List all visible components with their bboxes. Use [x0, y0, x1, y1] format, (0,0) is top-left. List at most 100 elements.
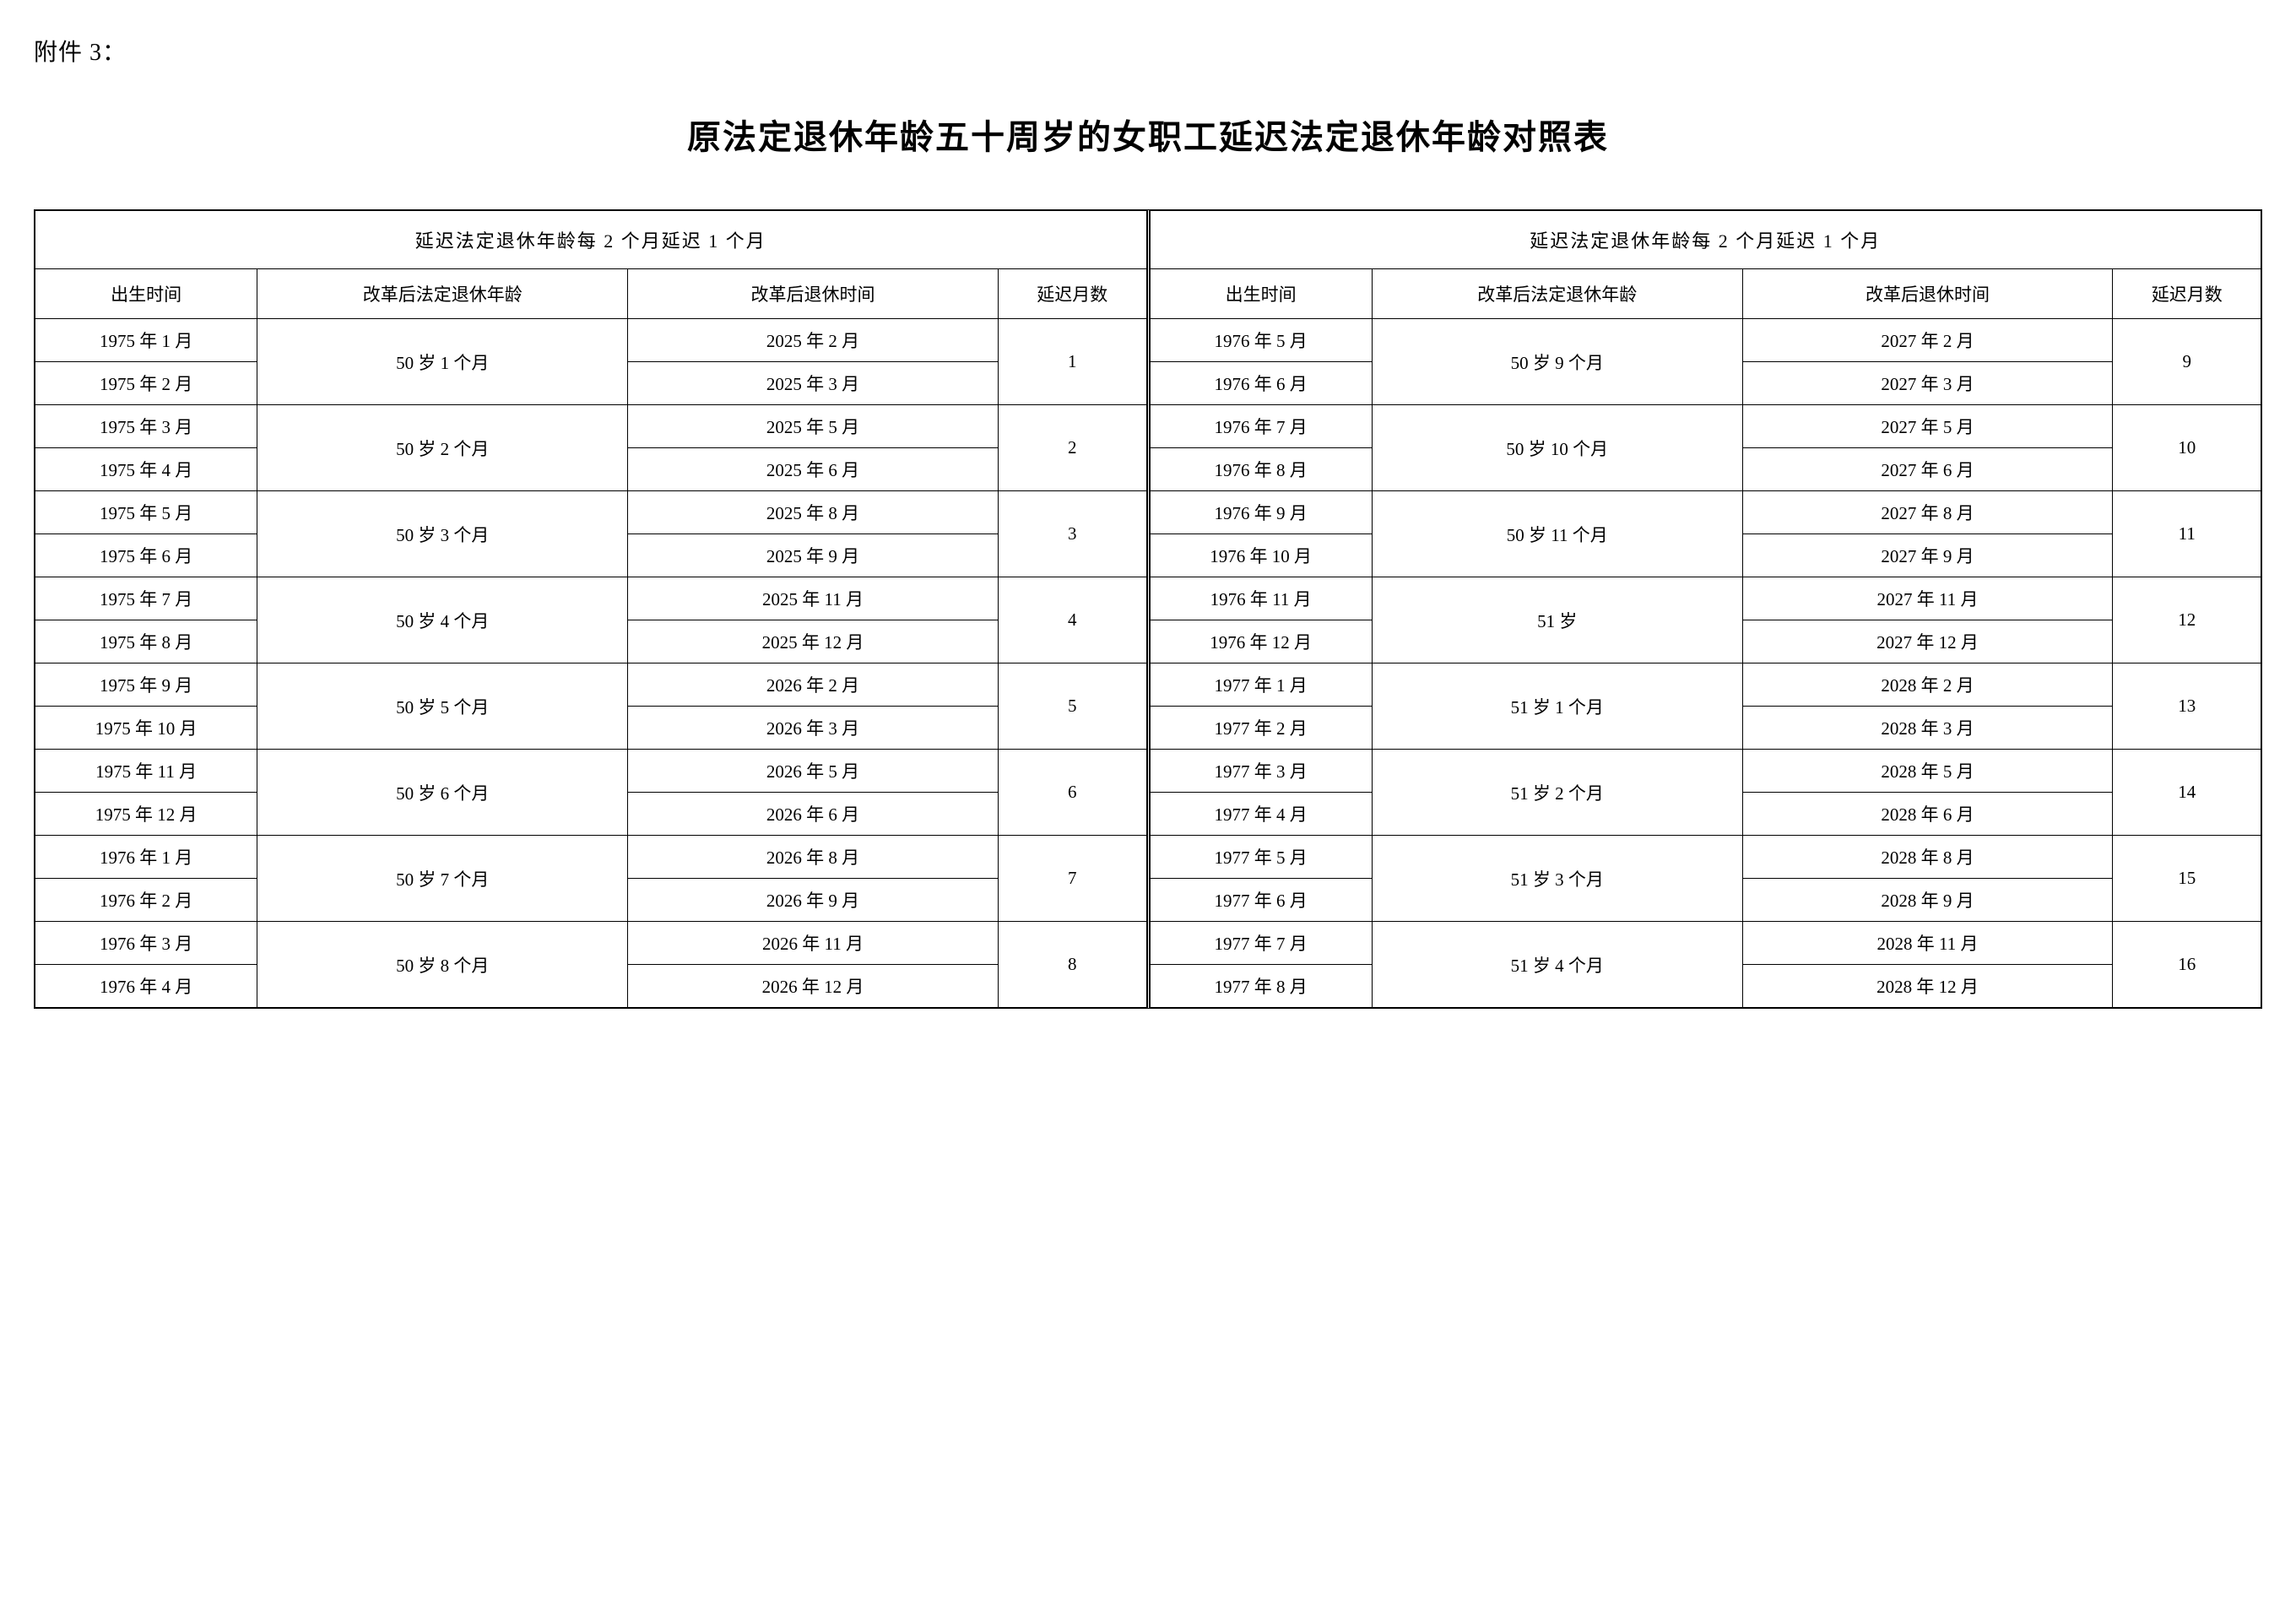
cell-age: 51 岁 2 个月 — [1372, 750, 1742, 836]
table-row: 延迟法定退休年龄每 2 个月延迟 1 个月 — [1150, 211, 2261, 269]
cell-retire: 2027 年 2 月 — [1742, 319, 2113, 362]
cell-birth: 1977 年 8 月 — [1150, 965, 1372, 1008]
cell-age: 50 岁 10 个月 — [1372, 405, 1742, 491]
cell-age: 50 岁 8 个月 — [257, 922, 628, 1008]
table-row: 1976 年 5 月50 岁 9 个月2027 年 2 月9 — [1150, 319, 2261, 362]
cell-retire: 2026 年 3 月 — [628, 707, 999, 750]
cell-birth: 1975 年 4 月 — [35, 448, 257, 491]
cell-retire: 2025 年 6 月 — [628, 448, 999, 491]
cell-delay: 12 — [2113, 577, 2261, 663]
cell-birth: 1976 年 7 月 — [1150, 405, 1372, 448]
cell-birth: 1975 年 11 月 — [35, 750, 257, 793]
cell-birth: 1975 年 6 月 — [35, 534, 257, 577]
cell-birth: 1975 年 1 月 — [35, 319, 257, 362]
cell-retire: 2027 年 11 月 — [1742, 577, 2113, 620]
table-row: 1976 年 7 月50 岁 10 个月2027 年 5 月10 — [1150, 405, 2261, 448]
cell-retire: 2028 年 5 月 — [1742, 750, 2113, 793]
col-retire: 改革后退休时间 — [628, 269, 999, 319]
cell-delay: 13 — [2113, 663, 2261, 750]
cell-birth: 1975 年 10 月 — [35, 707, 257, 750]
table-left: 延迟法定退休年龄每 2 个月延迟 1 个月 出生时间 改革后法定退休年龄 改革后… — [35, 210, 1147, 1008]
cell-retire: 2027 年 3 月 — [1742, 362, 2113, 405]
table-right: 延迟法定退休年龄每 2 个月延迟 1 个月 出生时间 改革后法定退休年龄 改革后… — [1150, 210, 2262, 1008]
cell-age: 51 岁 4 个月 — [1372, 922, 1742, 1008]
cell-birth: 1975 年 2 月 — [35, 362, 257, 405]
cell-delay: 7 — [998, 836, 1146, 922]
cell-retire: 2027 年 5 月 — [1742, 405, 2113, 448]
cell-retire: 2028 年 12 月 — [1742, 965, 2113, 1008]
cell-age: 50 岁 4 个月 — [257, 577, 628, 663]
cell-delay: 10 — [2113, 405, 2261, 491]
cell-birth: 1976 年 8 月 — [1150, 448, 1372, 491]
group-header-right: 延迟法定退休年龄每 2 个月延迟 1 个月 — [1150, 211, 2261, 269]
cell-delay: 1 — [998, 319, 1146, 405]
cell-retire: 2026 年 8 月 — [628, 836, 999, 879]
cell-birth: 1975 年 7 月 — [35, 577, 257, 620]
cell-delay: 4 — [998, 577, 1146, 663]
cell-age: 51 岁 1 个月 — [1372, 663, 1742, 750]
table-row: 1975 年 11 月50 岁 6 个月2026 年 5 月6 — [35, 750, 1147, 793]
cell-retire: 2025 年 5 月 — [628, 405, 999, 448]
table-row: 出生时间 改革后法定退休年龄 改革后退休时间 延迟月数 — [35, 269, 1147, 319]
col-birth: 出生时间 — [1150, 269, 1372, 319]
table-row: 1977 年 1 月51 岁 1 个月2028 年 2 月13 — [1150, 663, 2261, 707]
col-age: 改革后法定退休年龄 — [257, 269, 628, 319]
cell-birth: 1976 年 3 月 — [35, 922, 257, 965]
cell-retire: 2027 年 9 月 — [1742, 534, 2113, 577]
cell-birth: 1975 年 9 月 — [35, 663, 257, 707]
table-row: 1975 年 7 月50 岁 4 个月2025 年 11 月4 — [35, 577, 1147, 620]
cell-retire: 2026 年 5 月 — [628, 750, 999, 793]
col-delay: 延迟月数 — [998, 269, 1146, 319]
cell-delay: 9 — [2113, 319, 2261, 405]
cell-retire: 2028 年 8 月 — [1742, 836, 2113, 879]
cell-delay: 8 — [998, 922, 1146, 1008]
cell-birth: 1976 年 1 月 — [35, 836, 257, 879]
cell-retire: 2025 年 8 月 — [628, 491, 999, 534]
table-row: 1975 年 9 月50 岁 5 个月2026 年 2 月5 — [35, 663, 1147, 707]
table-row: 1975 年 3 月50 岁 2 个月2025 年 5 月2 — [35, 405, 1147, 448]
cell-retire: 2028 年 2 月 — [1742, 663, 2113, 707]
cell-retire: 2028 年 6 月 — [1742, 793, 2113, 836]
cell-retire: 2026 年 11 月 — [628, 922, 999, 965]
cell-age: 50 岁 5 个月 — [257, 663, 628, 750]
cell-age: 50 岁 6 个月 — [257, 750, 628, 836]
cell-retire: 2027 年 12 月 — [1742, 620, 2113, 663]
col-age: 改革后法定退休年龄 — [1372, 269, 1742, 319]
cell-birth: 1977 年 1 月 — [1150, 663, 1372, 707]
table-row: 1976 年 3 月50 岁 8 个月2026 年 11 月8 — [35, 922, 1147, 965]
cell-birth: 1975 年 5 月 — [35, 491, 257, 534]
col-birth: 出生时间 — [35, 269, 257, 319]
cell-retire: 2028 年 11 月 — [1742, 922, 2113, 965]
cell-birth: 1976 年 2 月 — [35, 879, 257, 922]
table-row: 1975 年 1 月50 岁 1 个月2025 年 2 月1 — [35, 319, 1147, 362]
cell-delay: 14 — [2113, 750, 2261, 836]
cell-retire: 2028 年 3 月 — [1742, 707, 2113, 750]
cell-delay: 6 — [998, 750, 1146, 836]
cell-retire: 2025 年 2 月 — [628, 319, 999, 362]
group-header-left: 延迟法定退休年龄每 2 个月延迟 1 个月 — [35, 211, 1147, 269]
table-row: 出生时间 改革后法定退休年龄 改革后退休时间 延迟月数 — [1150, 269, 2261, 319]
cell-retire: 2026 年 2 月 — [628, 663, 999, 707]
page-title: 原法定退休年龄五十周岁的女职工延迟法定退休年龄对照表 — [34, 110, 2262, 159]
attachment-label: 附件 3： — [34, 34, 2262, 68]
cell-birth: 1977 年 2 月 — [1150, 707, 1372, 750]
table-row: 1977 年 3 月51 岁 2 个月2028 年 5 月14 — [1150, 750, 2261, 793]
cell-age: 50 岁 2 个月 — [257, 405, 628, 491]
cell-retire: 2028 年 9 月 — [1742, 879, 2113, 922]
cell-age: 51 岁 — [1372, 577, 1742, 663]
cell-retire: 2025 年 3 月 — [628, 362, 999, 405]
table-row: 延迟法定退休年龄每 2 个月延迟 1 个月 — [35, 211, 1147, 269]
table-row: 1976 年 1 月50 岁 7 个月2026 年 8 月7 — [35, 836, 1147, 879]
cell-birth: 1976 年 5 月 — [1150, 319, 1372, 362]
col-retire: 改革后退休时间 — [1742, 269, 2113, 319]
cell-retire: 2026 年 6 月 — [628, 793, 999, 836]
cell-age: 50 岁 3 个月 — [257, 491, 628, 577]
cell-birth: 1976 年 11 月 — [1150, 577, 1372, 620]
cell-birth: 1977 年 4 月 — [1150, 793, 1372, 836]
cell-delay: 15 — [2113, 836, 2261, 922]
cell-age: 50 岁 11 个月 — [1372, 491, 1742, 577]
cell-delay: 2 — [998, 405, 1146, 491]
cell-birth: 1976 年 6 月 — [1150, 362, 1372, 405]
cell-delay: 3 — [998, 491, 1146, 577]
cell-retire: 2027 年 8 月 — [1742, 491, 2113, 534]
